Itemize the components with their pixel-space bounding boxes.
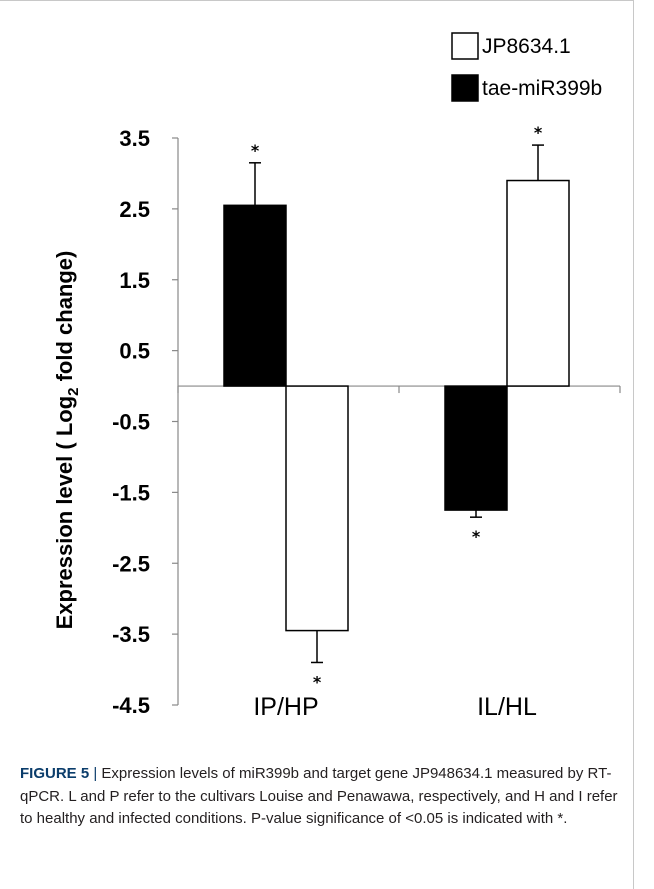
legend-swatch (451, 32, 479, 60)
y-tick-label: -0.5 (112, 410, 150, 435)
y-axis-title-prefix: Expression level ( Log (52, 396, 77, 630)
y-tick-label: 1.5 (119, 268, 150, 293)
legend-swatch (451, 74, 479, 102)
significance-marker: * (534, 123, 543, 142)
bar (223, 204, 287, 387)
y-axis-title: Expression level ( Log2 fold change) (52, 251, 82, 630)
y-tick-label: -4.5 (112, 693, 150, 718)
y-tick-label: -2.5 (112, 551, 150, 576)
y-tick-label: 2.5 (119, 197, 150, 222)
figure-frame (0, 0, 634, 889)
figure-caption: FIGURE 5 | Expression levels of miR399b … (20, 763, 620, 831)
significance-marker: * (251, 141, 260, 160)
y-axis-title-subscript: 2 (65, 388, 82, 396)
y-axis-title-suffix: fold change) (52, 251, 77, 388)
x-labels: IP/HP IL/HL (253, 693, 537, 721)
y-tick-label: -3.5 (112, 622, 150, 647)
bars: * * * * (223, 123, 570, 691)
bar (444, 385, 508, 511)
caption-text: Expression levels of miR399b and target … (20, 765, 618, 827)
y-tick-label: 3.5 (119, 126, 150, 151)
significance-marker: * (313, 672, 322, 691)
caption-label: FIGURE 5 (20, 765, 90, 782)
legend-label: tae-miR399b (482, 77, 602, 100)
y-tick-label: 0.5 (119, 339, 150, 364)
bar (285, 385, 349, 632)
x-tick-label: IP/HP (253, 693, 318, 721)
legend-label: JP8634.1 (482, 35, 571, 58)
caption-separator: | (89, 765, 102, 782)
svg-text:Expression level ( Log2 fold c: Expression level ( Log2 fold change) (52, 251, 82, 630)
bar (506, 179, 570, 387)
x-tick-label: IL/HL (477, 693, 537, 721)
significance-marker: * (472, 527, 481, 546)
y-ticks: 3.5 2.5 1.5 0.5 -0.5 -1.5 -2.5 -3.5 -4.5 (112, 126, 178, 718)
bar-chart: Expression level ( Log2 fold change) 3.5… (52, 32, 621, 721)
y-tick-label: -1.5 (112, 480, 150, 505)
legend: JP8634.1 tae-miR399b (451, 32, 602, 102)
